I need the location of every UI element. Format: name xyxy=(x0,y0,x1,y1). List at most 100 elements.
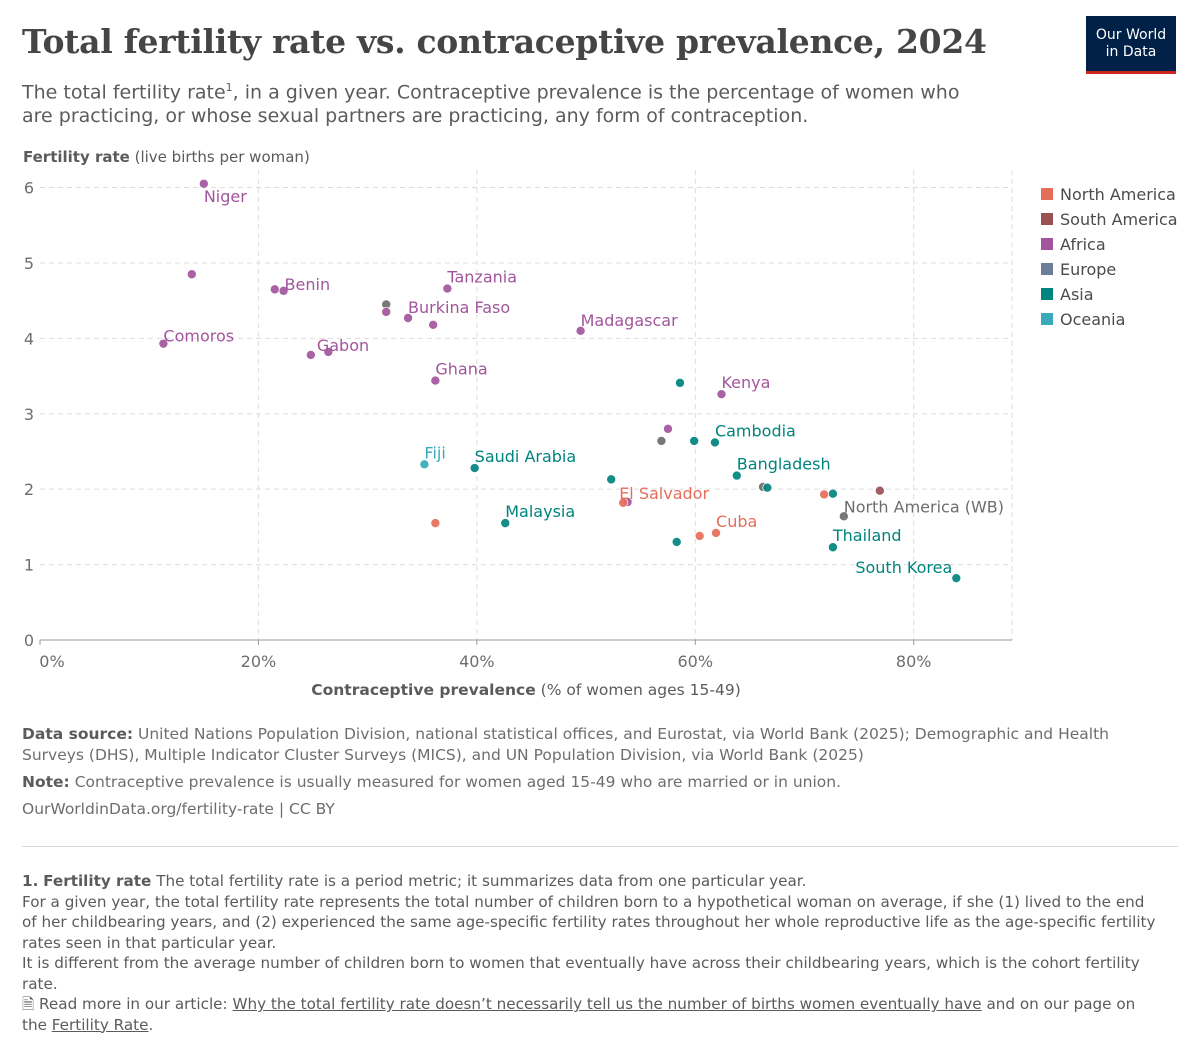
point-unlabeled[interactable] xyxy=(428,319,439,330)
point-madagascar[interactable] xyxy=(575,325,586,336)
point-unlabeled[interactable] xyxy=(323,346,334,357)
point-gabon[interactable] xyxy=(305,349,316,360)
point-unlabeled[interactable] xyxy=(689,435,700,446)
legend-swatch-south-america[interactable] xyxy=(1041,213,1053,225)
legend-label-europe[interactable]: Europe xyxy=(1060,260,1116,279)
point-fiji[interactable] xyxy=(419,459,430,470)
point-niger[interactable] xyxy=(198,178,209,189)
footnote-read-more: 🗎 Read more in our article: Why the tota… xyxy=(22,994,1162,1035)
point-kenya[interactable] xyxy=(716,389,727,400)
point-unlabeled[interactable] xyxy=(674,377,685,388)
point-unlabeled[interactable] xyxy=(819,489,830,500)
data-source-text: United Nations Population Division, nati… xyxy=(22,725,1109,764)
point-thailand[interactable] xyxy=(827,542,838,553)
point-label-el-salvador: El Salvador xyxy=(619,484,709,503)
legend-swatch-asia[interactable] xyxy=(1041,288,1053,300)
legend-label-oceania[interactable]: Oceania xyxy=(1060,310,1125,329)
point-benin[interactable] xyxy=(278,285,289,296)
point-label-saudi-arabia: Saudi Arabia xyxy=(475,447,577,466)
data-points xyxy=(158,178,962,584)
x-tick-label: 0% xyxy=(39,652,64,671)
point-north-america-wb[interactable] xyxy=(838,511,849,522)
point-label-north-america-wb: North America (WB) xyxy=(844,497,1004,516)
source-url[interactable]: OurWorldinData.org/fertility-rate | CC B… xyxy=(22,800,335,818)
legend-swatch-europe[interactable] xyxy=(1041,263,1053,275)
point-unlabeled[interactable] xyxy=(269,284,280,295)
footnote-marker[interactable]: 1 xyxy=(225,81,233,94)
point-label-ghana: Ghana xyxy=(435,360,487,379)
point-unlabeled[interactable] xyxy=(694,530,705,541)
legend-swatch-north-america[interactable] xyxy=(1041,188,1053,200)
point-unlabeled[interactable] xyxy=(656,435,667,446)
note-label: Note: xyxy=(22,773,70,791)
x-axis-label-rest: (% of women ages 15-49) xyxy=(536,681,741,699)
point-malaysia[interactable] xyxy=(500,518,511,529)
point-label-bangladesh: Bangladesh xyxy=(737,455,831,474)
point-cuba[interactable] xyxy=(711,527,722,538)
point-unlabeled[interactable] xyxy=(186,269,197,280)
point-cambodia[interactable] xyxy=(709,437,720,448)
logo-line-2: in Data xyxy=(1105,44,1157,60)
footnote-line-1: 1. Fertility rate The total fertility ra… xyxy=(22,871,1162,892)
point-burkina-faso[interactable] xyxy=(403,312,414,323)
point-label-kenya: Kenya xyxy=(721,373,770,392)
point-saudi-arabia[interactable] xyxy=(469,463,480,474)
read-more-suffix: . xyxy=(148,1015,154,1034)
chart-subtitle: The total fertility rate1, in a given ye… xyxy=(22,76,982,128)
x-tick-label: 20% xyxy=(241,652,277,671)
legend-swatch-oceania[interactable] xyxy=(1041,313,1053,325)
point-south-korea[interactable] xyxy=(951,573,962,584)
point-comoros[interactable] xyxy=(158,338,169,349)
x-tick-label: 40% xyxy=(459,652,495,671)
legend-label-south-america[interactable]: South America xyxy=(1060,210,1178,229)
legend: North America South America Africa Europe As… xyxy=(1041,185,1178,329)
point-ghana[interactable] xyxy=(430,375,441,386)
footnote-text-1: The total fertility rate is a period met… xyxy=(156,872,807,890)
point-label-cuba: Cuba xyxy=(716,512,757,531)
point-unlabeled[interactable] xyxy=(381,306,392,317)
point-unlabeled[interactable] xyxy=(827,488,838,499)
point-unlabeled[interactable] xyxy=(762,482,773,493)
read-more-middle: and on our page on the xyxy=(22,995,1136,1034)
y-tick-label: 5 xyxy=(24,254,34,273)
legend-label-africa[interactable]: Africa xyxy=(1060,235,1106,254)
x-axis-label-bold: Contraceptive prevalence xyxy=(311,681,535,699)
footnote-term: Fertility rate xyxy=(43,872,152,890)
footnote-line-2: For a given year, the total fertility ra… xyxy=(22,892,1156,952)
point-label-south-korea: South Korea xyxy=(855,558,952,577)
point-label-gabon: Gabon xyxy=(317,336,369,355)
scatter-chart: 0 1 2 3 4 5 6 0% 20% 40% 60% 80% Fertility rate (l… xyxy=(23,148,1178,699)
point-unlabeled[interactable] xyxy=(606,474,617,485)
read-more-prefix: Read more in our article: xyxy=(39,995,228,1013)
point-label-thailand: Thailand xyxy=(832,526,902,545)
point-tanzania[interactable] xyxy=(442,283,453,294)
point-el-salvador[interactable] xyxy=(618,497,629,508)
point-label-fiji: Fiji xyxy=(424,443,445,462)
fertility-rate-page-link[interactable]: Fertility Rate xyxy=(51,1015,149,1034)
footnote-line-3: It is different from the average number … xyxy=(22,954,1140,993)
point-label-madagascar: Madagascar xyxy=(581,311,678,330)
point-label-cambodia: Cambodia xyxy=(715,421,796,440)
y-axis-label: Fertility rate (live births per woman) xyxy=(23,148,310,166)
chart-title: Total fertility rate vs. contraceptive p… xyxy=(22,22,987,61)
footnote-number: 1. xyxy=(22,872,39,890)
point-unlabeled[interactable] xyxy=(430,518,441,529)
owid-logo[interactable]: Our World in Data xyxy=(1086,16,1176,74)
footnote: 1. Fertility rate The total fertility ra… xyxy=(22,871,1162,1035)
point-label-niger: Niger xyxy=(204,187,247,206)
point-unlabeled[interactable] xyxy=(671,536,682,547)
point-unlabeled[interactable] xyxy=(662,423,673,434)
article-link[interactable]: Why the total fertility rate doesn’t nec… xyxy=(232,995,982,1013)
legend-swatch-africa[interactable] xyxy=(1041,238,1053,250)
legend-label-asia[interactable]: Asia xyxy=(1060,285,1094,304)
x-tick-label: 80% xyxy=(896,652,932,671)
point-unlabeled[interactable] xyxy=(874,485,885,496)
note-text: Contraceptive prevalence is usually meas… xyxy=(74,773,842,791)
y-tick-label: 0 xyxy=(24,631,34,650)
y-tick-label: 4 xyxy=(24,329,34,348)
chart-note: Note: Contraceptive prevalence is usuall… xyxy=(22,772,1172,793)
y-axis-label-rest: (live births per woman) xyxy=(130,148,310,166)
point-bangladesh[interactable] xyxy=(731,470,742,481)
legend-label-north-america[interactable]: North America xyxy=(1060,185,1176,204)
footnote-divider xyxy=(22,846,1178,847)
